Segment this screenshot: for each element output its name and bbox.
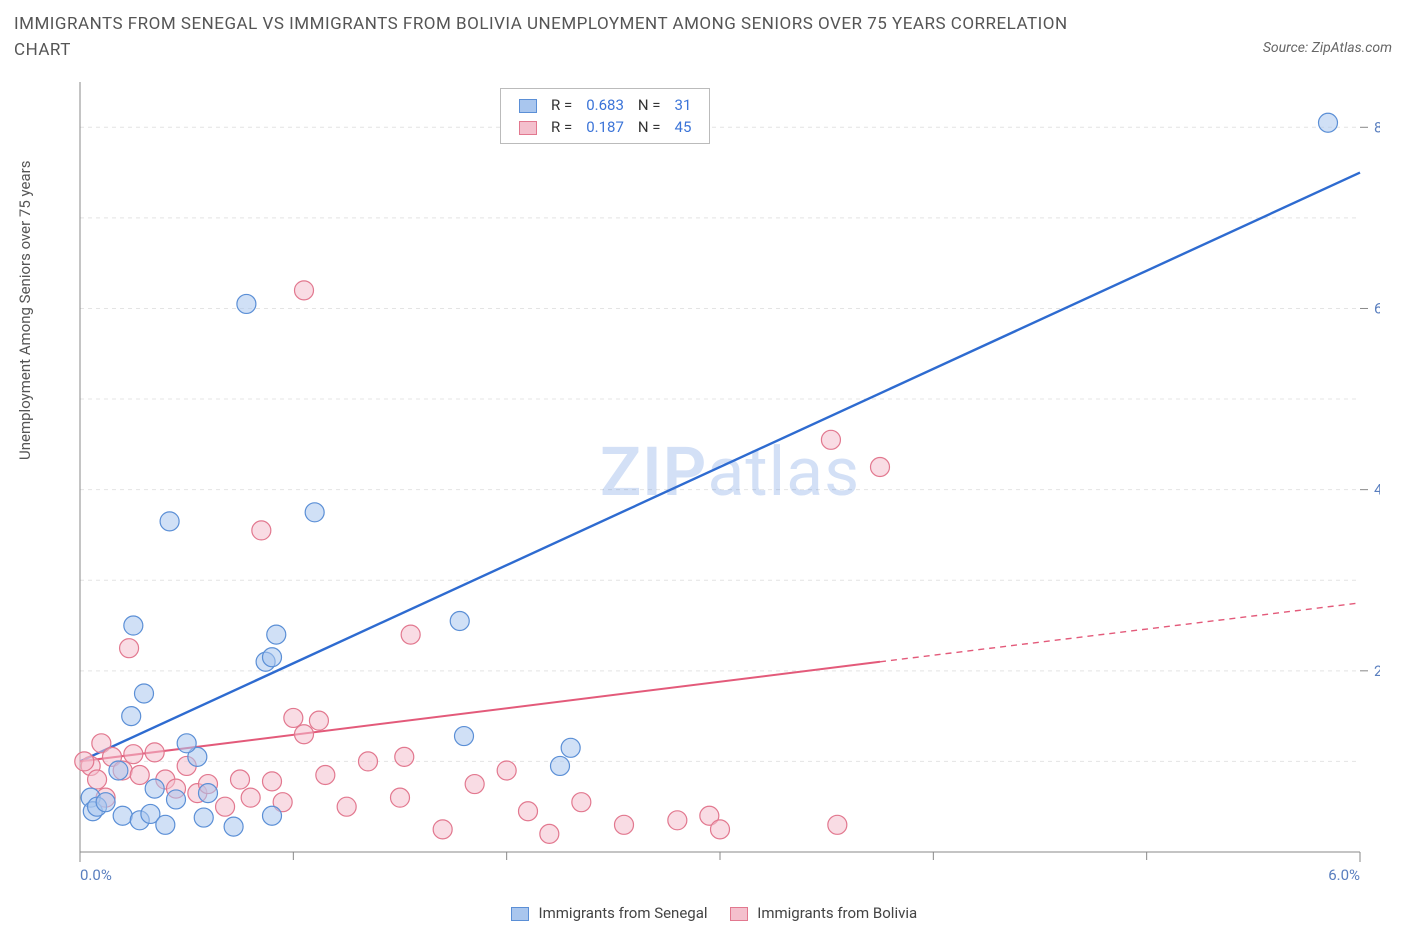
svg-text:60.0%: 60.0% [1374,299,1380,317]
series-swatch [519,121,537,135]
n-label: N = [632,117,667,137]
n-label: N = [632,95,667,115]
svg-text:80.0%: 80.0% [1374,118,1380,136]
source-attribution: Source: ZipAtlas.com [1263,40,1392,56]
legend-swatch [730,907,748,921]
svg-text:40.0%: 40.0% [1374,481,1380,499]
r-value: 0.187 [580,117,630,137]
stats-row: R =0.683N =31 [513,95,697,115]
series-swatch [519,99,537,113]
stats-legend-box: R =0.683N =31R =0.187N =45 [500,88,710,144]
chart-area: 0.0%6.0%20.0%40.0%60.0%80.0% ZIPatlas R … [60,82,1380,888]
n-value: 31 [669,95,698,115]
svg-text:6.0%: 6.0% [1328,866,1360,884]
y-axis-label: Unemployment Among Seniors over 75 years [16,161,34,460]
legend-label: Immigrants from Senegal [535,904,708,922]
legend-swatch [511,907,529,921]
chart-title: IMMIGRANTS FROM SENEGAL VS IMMIGRANTS FR… [14,12,1114,63]
n-value: 45 [669,117,698,137]
svg-text:20.0%: 20.0% [1374,662,1380,680]
header: IMMIGRANTS FROM SENEGAL VS IMMIGRANTS FR… [14,12,1392,72]
svg-text:0.0%: 0.0% [80,866,112,884]
legend-label: Immigrants from Bolivia [754,904,918,922]
stats-row: R =0.187N =45 [513,117,697,137]
series-legend: Immigrants from Senegal Immigrants from … [0,904,1406,922]
stats-table: R =0.683N =31R =0.187N =45 [511,93,699,139]
scatter-chart: 0.0% 6.0% 20.0% 40.0% 60.0% 80.0% [60,82,1380,888]
r-value: 0.683 [580,95,630,115]
r-label: R = [545,95,578,115]
r-label: R = [545,117,578,137]
